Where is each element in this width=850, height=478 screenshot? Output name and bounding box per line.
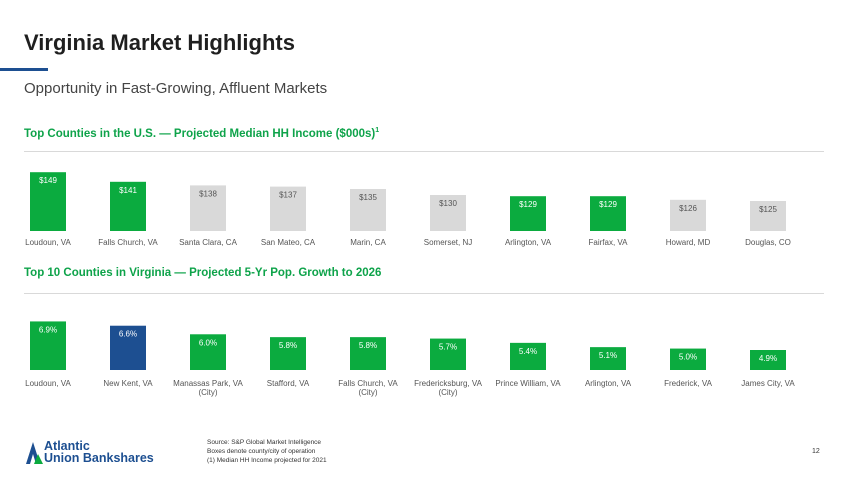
footnote-income: (1) Median HH Income projected for 2021 [207, 457, 327, 464]
income-chart-footnote-mark: 1 [375, 127, 380, 134]
growth-chart-title: Top 10 Counties in Virginia — Projected … [24, 267, 382, 279]
income-data-label: $149 [39, 176, 57, 185]
income-category-label: Santa Clara, CA [179, 238, 237, 247]
income-bar [190, 185, 226, 231]
growth-data-label: 5.8% [279, 341, 297, 350]
growth-data-label: 5.4% [519, 347, 537, 356]
income-data-label: $126 [679, 204, 697, 213]
logo-wordmark: Atlantic Union Bankshares [44, 439, 154, 465]
growth-data-label: 5.8% [359, 341, 377, 350]
income-data-label: $129 [519, 200, 537, 209]
income-bar [750, 201, 786, 231]
income-category-label: San Mateo, CA [261, 238, 316, 247]
income-category-label: Howard, MD [666, 238, 711, 247]
income-data-label: $125 [759, 205, 777, 214]
income-chart: $149 Loudoun, VA $141 Falls Church, VA $138 S… [24, 160, 824, 252]
growth-category-label: Prince William, VA [495, 379, 561, 388]
page-subtitle: Opportunity in Fast-Growing, Affluent Ma… [24, 80, 328, 97]
growth-data-label: 4.9% [759, 354, 777, 363]
growth-category-label: Fredericksburg, VA [414, 379, 483, 388]
income-bar [510, 196, 546, 231]
footnote-boxes: Boxes denote county/city of operation [207, 448, 316, 455]
logo-line-1: Atlantic [44, 439, 90, 453]
growth-data-label: 5.0% [679, 353, 697, 362]
growth-bar [510, 342, 546, 370]
income-data-label: $129 [599, 200, 617, 209]
income-category-label: Fairfax, VA [589, 238, 629, 247]
growth-data-label: 5.1% [599, 351, 617, 360]
logo-accent-icon [34, 454, 43, 464]
growth-category-label: Frederick, VA [664, 379, 713, 388]
growth-bar [670, 348, 706, 370]
growth-bar [270, 337, 306, 370]
growth-category-label: Manassas Park, VA [173, 379, 243, 388]
income-chart-title-text: Top Counties in the U.S. — Projected Med… [24, 127, 376, 140]
income-data-label: $135 [359, 193, 377, 202]
growth-category-label: Stafford, VA [267, 379, 310, 388]
growth-bar [190, 334, 226, 370]
growth-bar [30, 321, 66, 370]
income-chart-svg: $149 Loudoun, VA $141 Falls Church, VA $138 S… [25, 172, 791, 247]
title-underline [0, 68, 48, 71]
growth-category-label: (City) [198, 388, 217, 397]
growth-chart: 6.9% Loudoun, VA 6.6% New Kent, VA 6.0% Manas… [24, 306, 824, 406]
page-title: Virginia Market Highlights [24, 30, 295, 55]
income-category-label: Falls Church, VA [98, 238, 158, 247]
footnotes: Source: S&P Global Market Intelligence B… [207, 438, 327, 465]
income-data-label: $137 [279, 191, 297, 200]
growth-chart-divider [24, 293, 824, 294]
growth-category-label: Falls Church, VA [338, 379, 398, 388]
income-category-label: Douglas, CO [745, 238, 791, 247]
growth-chart-svg: 6.9% Loudoun, VA 6.6% New Kent, VA 6.0% Manas… [25, 321, 795, 397]
growth-category-label: Arlington, VA [585, 379, 632, 388]
growth-bar [350, 337, 386, 370]
income-bar [30, 172, 66, 231]
income-bar [430, 195, 466, 231]
growth-bar [590, 347, 626, 370]
footnote-source: Source: S&P Global Market Intelligence [207, 439, 322, 446]
growth-category-label: James City, VA [741, 379, 795, 388]
growth-category-label: (City) [358, 388, 377, 397]
growth-bar [430, 338, 466, 370]
growth-category-label: Loudoun, VA [25, 379, 71, 388]
income-data-label: $130 [439, 199, 457, 208]
growth-category-label: (City) [438, 388, 457, 397]
growth-bar [750, 350, 786, 370]
income-bar [590, 196, 626, 231]
income-category-label: Marin, CA [350, 238, 386, 247]
income-bar [270, 186, 306, 231]
income-data-label: $141 [119, 186, 137, 195]
income-data-label: $138 [199, 189, 217, 198]
logo-line-2: Union Bankshares [44, 451, 154, 465]
growth-data-label: 6.9% [39, 325, 57, 334]
growth-category-label: New Kent, VA [103, 379, 153, 388]
page-number: 12 [812, 448, 820, 455]
growth-data-label: 6.6% [119, 330, 137, 339]
income-bar [670, 199, 706, 231]
income-bar [110, 181, 146, 231]
growth-data-label: 6.0% [199, 338, 217, 347]
income-category-label: Somerset, NJ [424, 238, 472, 247]
income-category-label: Arlington, VA [505, 238, 552, 247]
growth-data-label: 5.7% [439, 343, 457, 352]
growth-bar [110, 325, 146, 370]
income-chart-divider [24, 151, 824, 152]
company-logo [26, 442, 43, 464]
income-chart-title: Top Counties in the U.S. — Projected Med… [24, 127, 379, 140]
income-category-label: Loudoun, VA [25, 238, 71, 247]
income-bar [350, 189, 386, 231]
